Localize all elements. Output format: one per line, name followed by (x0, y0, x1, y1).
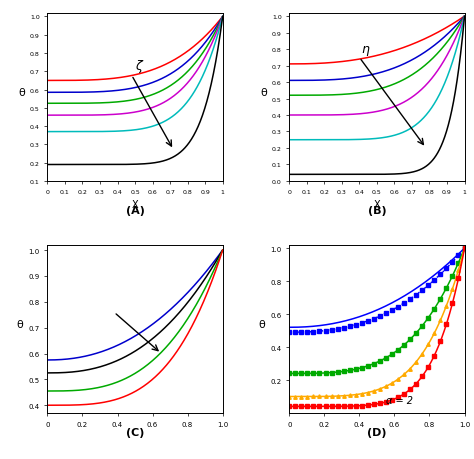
Y-axis label: θ: θ (260, 88, 267, 98)
X-axis label: X: X (374, 200, 380, 210)
Y-axis label: θ: θ (17, 319, 24, 329)
Text: η: η (361, 43, 369, 56)
Title: (B): (B) (367, 206, 386, 216)
Title: (C): (C) (126, 427, 144, 437)
Title: (D): (D) (367, 427, 387, 437)
Title: (A): (A) (126, 206, 145, 216)
Text: ζ: ζ (135, 60, 142, 73)
Y-axis label: θ: θ (18, 88, 25, 98)
X-axis label: X: X (132, 200, 138, 210)
Text: α = 2: α = 2 (386, 395, 413, 405)
Y-axis label: θ: θ (259, 319, 265, 329)
